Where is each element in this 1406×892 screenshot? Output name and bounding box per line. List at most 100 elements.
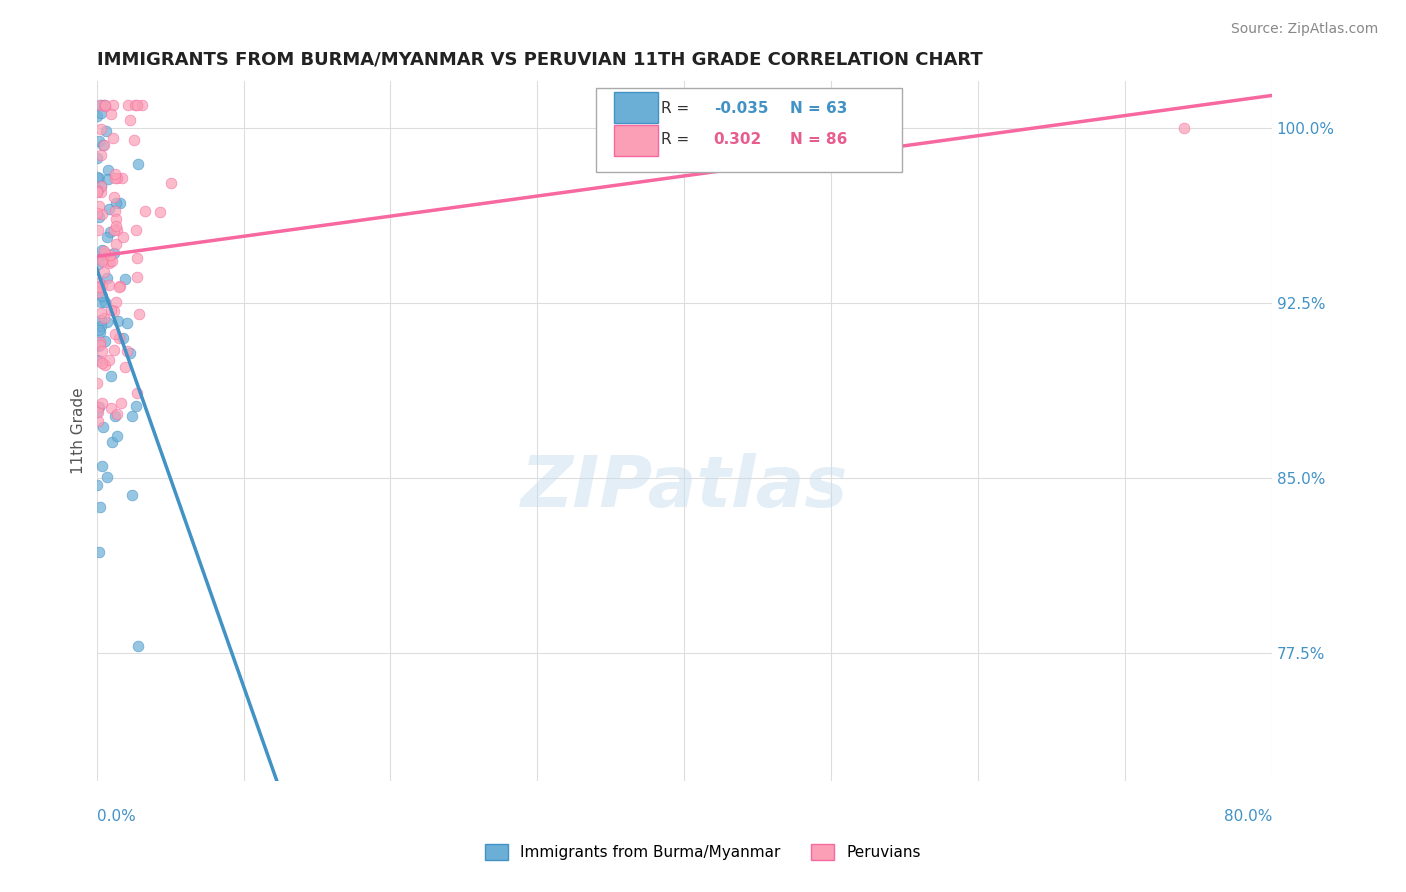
Peruvians — [91, 343, 114, 358]
Peruvians — [104, 204, 127, 219]
Immigrants from Burma/Myanmar — [86, 405, 108, 419]
Peruvians — [93, 244, 115, 258]
Peruvians — [104, 237, 127, 252]
Immigrants from Burma/Myanmar — [91, 288, 114, 302]
Peruvians — [90, 186, 112, 200]
FancyBboxPatch shape — [614, 92, 658, 123]
Peruvians — [105, 171, 128, 186]
Peruvians — [91, 278, 114, 293]
Immigrants from Burma/Myanmar — [90, 178, 112, 193]
Immigrants from Burma/Myanmar — [91, 458, 114, 473]
Peruvians — [90, 254, 112, 268]
Immigrants from Burma/Myanmar — [87, 252, 110, 266]
Peruvians — [86, 184, 108, 198]
Peruvians — [90, 148, 112, 162]
Immigrants from Burma/Myanmar — [96, 315, 118, 329]
Peruvians — [103, 97, 125, 112]
Immigrants from Burma/Myanmar — [86, 151, 108, 165]
Peruvians — [86, 206, 108, 220]
Peruvians — [90, 356, 112, 370]
Immigrants from Burma/Myanmar — [127, 639, 149, 653]
Immigrants from Burma/Myanmar — [87, 257, 110, 271]
Immigrants from Burma/Myanmar — [101, 434, 124, 449]
Immigrants from Burma/Myanmar — [89, 336, 111, 351]
Peruvians — [107, 280, 129, 294]
Peruvians — [127, 386, 149, 401]
Peruvians — [90, 306, 112, 320]
Text: IMMIGRANTS FROM BURMA/MYANMAR VS PERUVIAN 11TH GRADE CORRELATION CHART: IMMIGRANTS FROM BURMA/MYANMAR VS PERUVIA… — [97, 51, 983, 69]
Peruvians — [87, 280, 110, 294]
Peruvians — [104, 170, 127, 185]
Immigrants from Burma/Myanmar — [105, 195, 128, 210]
Peruvians — [125, 223, 148, 237]
Immigrants from Burma/Myanmar — [87, 183, 110, 197]
Peruvians — [101, 130, 124, 145]
Immigrants from Burma/Myanmar — [94, 249, 117, 263]
Peruvians — [122, 133, 145, 147]
Peruvians — [98, 247, 121, 261]
Immigrants from Burma/Myanmar — [89, 500, 111, 515]
Peruvians — [87, 405, 110, 419]
Immigrants from Burma/Myanmar — [90, 313, 112, 327]
Peruvians — [105, 295, 128, 310]
Immigrants from Burma/Myanmar — [87, 171, 110, 186]
Immigrants from Burma/Myanmar — [89, 544, 111, 558]
Immigrants from Burma/Myanmar — [112, 330, 135, 344]
Peruvians — [86, 185, 108, 199]
Immigrants from Burma/Myanmar — [94, 295, 117, 310]
Immigrants from Burma/Myanmar — [103, 246, 125, 260]
Peruvians — [86, 376, 108, 390]
Immigrants from Burma/Myanmar — [118, 346, 141, 360]
FancyBboxPatch shape — [596, 88, 901, 172]
Peruvians — [86, 414, 108, 428]
Peruvians — [89, 335, 111, 350]
Peruvians — [149, 204, 172, 219]
Peruvians — [125, 252, 148, 266]
Immigrants from Burma/Myanmar — [97, 172, 120, 186]
Peruvians — [89, 276, 111, 290]
Immigrants from Burma/Myanmar — [86, 353, 108, 368]
Immigrants from Burma/Myanmar — [91, 419, 114, 434]
Immigrants from Burma/Myanmar — [104, 409, 127, 423]
Peruvians — [100, 303, 122, 318]
Peruvians — [131, 97, 153, 112]
Peruvians — [89, 338, 111, 352]
Peruvians — [124, 97, 146, 112]
Peruvians — [89, 97, 111, 112]
Peruvians — [128, 307, 150, 321]
Peruvians — [89, 199, 111, 213]
Immigrants from Burma/Myanmar — [90, 97, 112, 112]
Immigrants from Burma/Myanmar — [86, 109, 108, 123]
Immigrants from Burma/Myanmar — [121, 488, 143, 502]
Text: N = 86: N = 86 — [790, 132, 848, 147]
Peruvians — [87, 223, 110, 237]
Immigrants from Burma/Myanmar — [90, 318, 112, 333]
Peruvians — [98, 254, 121, 268]
Peruvians — [160, 176, 183, 190]
Immigrants from Burma/Myanmar — [93, 138, 115, 153]
Immigrants from Burma/Myanmar — [93, 97, 115, 112]
Peruvians — [94, 246, 117, 260]
Peruvians — [93, 358, 115, 372]
Peruvians — [118, 112, 141, 127]
Peruvians — [100, 106, 122, 120]
Immigrants from Burma/Myanmar — [121, 409, 143, 424]
Immigrants from Burma/Myanmar — [86, 478, 108, 492]
Immigrants from Burma/Myanmar — [110, 195, 132, 210]
Text: R =: R = — [661, 101, 695, 116]
Peruvians — [93, 99, 115, 113]
Immigrants from Burma/Myanmar — [96, 470, 118, 484]
FancyBboxPatch shape — [614, 125, 658, 156]
Peruvians — [125, 270, 148, 285]
Peruvians — [89, 354, 111, 368]
Immigrants from Burma/Myanmar — [87, 339, 110, 353]
Peruvians — [86, 186, 108, 200]
Peruvians — [87, 280, 110, 294]
Peruvians — [90, 179, 112, 194]
Peruvians — [104, 326, 127, 341]
Immigrants from Burma/Myanmar — [127, 157, 149, 171]
Immigrants from Burma/Myanmar — [96, 230, 118, 244]
Peruvians — [108, 331, 131, 345]
Immigrants from Burma/Myanmar — [105, 429, 128, 443]
Peruvians — [101, 254, 124, 268]
